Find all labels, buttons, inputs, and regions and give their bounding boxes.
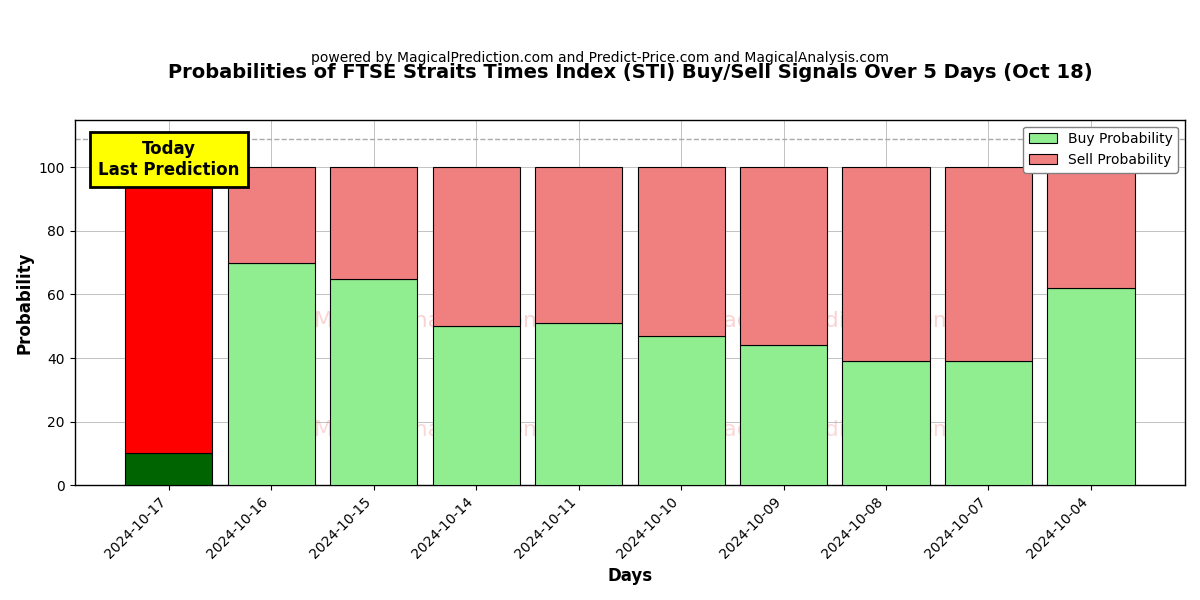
Bar — [125, 167, 212, 454]
Bar — [228, 167, 314, 263]
Bar — [125, 454, 212, 485]
Bar — [330, 278, 418, 485]
Legend: Buy Probability, Sell Probability: Buy Probability, Sell Probability — [1024, 127, 1178, 173]
Bar — [637, 336, 725, 485]
Bar — [842, 361, 930, 485]
Text: powered by MagicalPrediction.com and Predict-Price.com and MagicalAnalysis.com: powered by MagicalPrediction.com and Pre… — [311, 51, 889, 65]
Bar — [432, 167, 520, 326]
Bar — [535, 167, 622, 323]
Text: MagicalPrediction.com: MagicalPrediction.com — [704, 311, 955, 331]
Bar — [944, 167, 1032, 361]
Bar — [740, 167, 827, 346]
Bar — [330, 167, 418, 278]
Title: Probabilities of FTSE Straits Times Index (STI) Buy/Sell Signals Over 5 Days (Oc: Probabilities of FTSE Straits Times Inde… — [168, 63, 1092, 82]
Text: MagicalPrediction.com: MagicalPrediction.com — [704, 421, 955, 440]
Bar — [740, 346, 827, 485]
Bar — [432, 326, 520, 485]
Bar — [1048, 167, 1134, 288]
Bar — [535, 323, 622, 485]
Text: MagicalAnalysis.com: MagicalAnalysis.com — [314, 311, 546, 331]
Bar — [228, 263, 314, 485]
Text: Today
Last Prediction: Today Last Prediction — [98, 140, 239, 179]
Y-axis label: Probability: Probability — [16, 251, 34, 353]
Bar — [944, 361, 1032, 485]
Bar — [637, 167, 725, 336]
Bar — [842, 167, 930, 361]
Text: MagicalAnalysis.com: MagicalAnalysis.com — [314, 421, 546, 440]
Bar — [1048, 288, 1134, 485]
X-axis label: Days: Days — [607, 567, 653, 585]
